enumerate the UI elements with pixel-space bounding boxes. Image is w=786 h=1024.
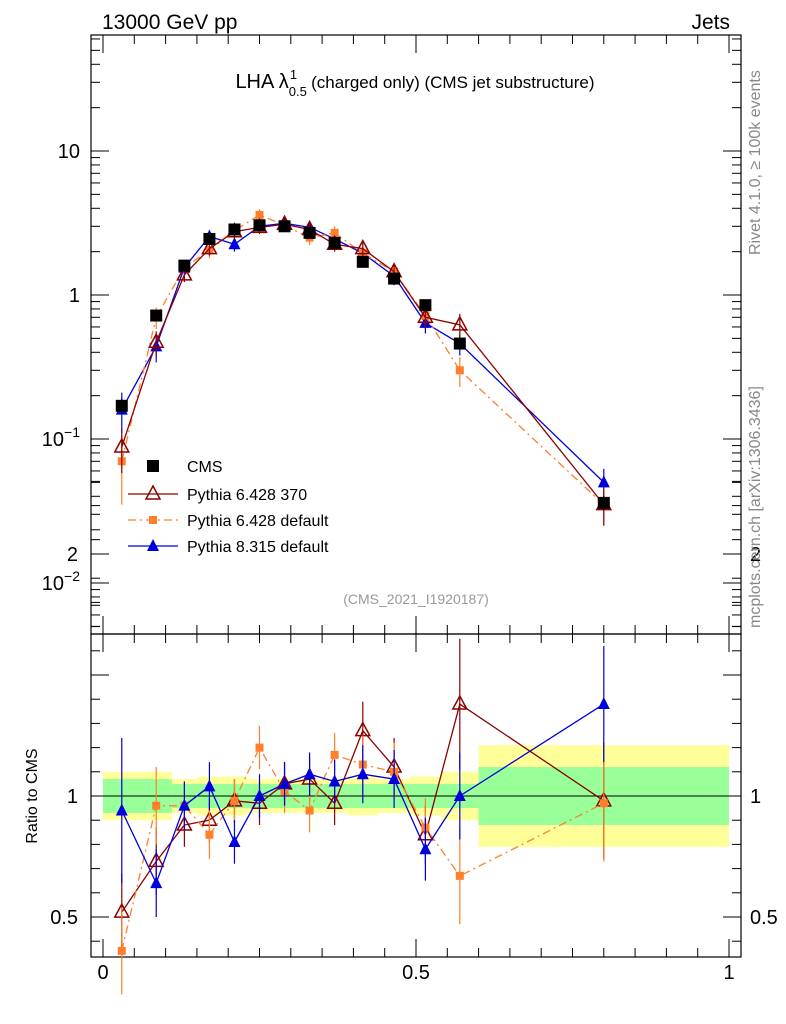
main-plot-marks xyxy=(113,209,613,526)
ratio-point-py8 xyxy=(178,798,191,811)
data-point-py6_370 xyxy=(147,332,165,348)
data-point-cms xyxy=(356,255,369,268)
ratio-point-py6_default xyxy=(117,946,126,955)
data-point-py6_370 xyxy=(417,307,434,324)
data-point-cms xyxy=(150,309,163,322)
data-point-py8 xyxy=(228,237,241,250)
ratio-point-py8 xyxy=(419,842,432,855)
ratio-tick-label-right: 1 xyxy=(750,786,761,808)
x-tick-label: 0 xyxy=(97,962,108,984)
y-tick-label: 10 xyxy=(58,141,80,163)
ratio-point-py6_370 xyxy=(354,721,372,737)
ratio-point-py8 xyxy=(356,767,369,780)
data-point-py6_default xyxy=(330,228,339,237)
data-point-cms xyxy=(303,226,316,239)
chart-title: LHA λ0.5 1 (charged only) (CMS jet substru… xyxy=(235,67,594,99)
title-main: LHA λ xyxy=(235,71,288,93)
data-point-cms xyxy=(228,223,241,236)
ratio-point-py8 xyxy=(597,697,610,710)
ratio-point-py8 xyxy=(278,776,291,789)
ratio-tick-label-right: 2 xyxy=(750,544,761,566)
ratio-point-py6_default xyxy=(599,799,608,808)
ratio-tick-label-right: 0.5 xyxy=(750,907,778,929)
y-tick-label: 10−2 xyxy=(42,568,80,595)
analysis-label: (CMS_2021_I1920187) xyxy=(343,591,489,607)
header-right: Jets xyxy=(691,11,730,34)
data-point-cms xyxy=(203,232,216,245)
data-point-py6_370 xyxy=(451,315,469,331)
rivet-label: Rivet 4.1.0, ≥ 100k events xyxy=(747,70,764,255)
y-tick-label: 1 xyxy=(69,285,80,307)
mcplots-label: mcplots.cern.ch [arXiv:1306.3436] xyxy=(747,386,764,628)
ratio-point-py8 xyxy=(203,779,216,792)
ratio-point-py8 xyxy=(228,834,241,847)
ratio-line-py8 xyxy=(121,703,605,885)
data-point-py6_370 xyxy=(354,239,372,255)
header-left: 13000 GeV pp xyxy=(102,11,237,34)
ratio-point-py6_370 xyxy=(326,793,343,810)
x-tick-label: 0.5 xyxy=(402,962,430,984)
ratio-tick-label: 1 xyxy=(67,786,78,808)
ratio-point-py6_default xyxy=(152,801,161,810)
ratio-point-py8 xyxy=(150,876,163,889)
legend-marker-py6_default xyxy=(149,516,157,524)
ratio-point-py6_default xyxy=(255,743,264,752)
ratio-point-py8 xyxy=(303,767,316,780)
ratio-tick-label: 0.5 xyxy=(50,907,78,929)
x-tick-label: 1 xyxy=(723,962,734,984)
data-point-cms xyxy=(115,399,128,412)
ratio-point-py6_default xyxy=(305,806,314,815)
ratio-point-py8 xyxy=(453,789,466,801)
data-point-cms xyxy=(328,236,341,249)
ratio-point-py6_370 xyxy=(451,694,469,710)
ratio-point-py6_default xyxy=(330,750,339,759)
legend-label-py6_default: Pythia 6.428 default xyxy=(187,513,329,530)
axes: 10−2 10−1 1 10 0.5 0.5 1 1 2 2 0 0.5 1 xyxy=(42,34,778,984)
ratio-point-py6_default xyxy=(205,830,214,839)
data-point-cms xyxy=(178,259,191,272)
legend-label-py6_370: Pythia 6.428 370 xyxy=(187,487,307,504)
ratio-ylabel: Ratio to CMS xyxy=(24,748,41,843)
legend-marker-py6_370 xyxy=(144,484,162,500)
legend-marker-cms xyxy=(147,460,159,472)
data-point-py6_default xyxy=(455,366,464,375)
y-tick-label: 10−1 xyxy=(42,424,80,451)
ratio-tick-label: 2 xyxy=(67,544,78,566)
legend-label-cms: CMS xyxy=(187,459,223,476)
legend: CMS Pythia 6.428 370 Pythia 6.428 default P… xyxy=(128,459,329,556)
data-point-cms xyxy=(419,299,432,312)
legend-marker-py8 xyxy=(147,539,159,551)
legend-label-py8: Pythia 8.315 default xyxy=(187,539,329,556)
data-point-py6_default xyxy=(255,210,264,219)
ratio-point-py8 xyxy=(253,789,266,801)
title-rest: (charged only) (CMS jet substructure) xyxy=(311,73,594,92)
ratio-point-py6_default xyxy=(455,871,464,880)
data-point-py6_370 xyxy=(113,437,131,453)
data-point-cms xyxy=(597,496,610,509)
ratio-point-py8 xyxy=(388,772,401,785)
ratio-point-py6_370 xyxy=(176,815,193,831)
data-point-py6_370 xyxy=(176,265,193,281)
title-sub: 0.5 xyxy=(289,84,307,99)
ratio-point-py8 xyxy=(328,774,341,787)
title-sup: 1 xyxy=(290,67,297,82)
data-point-cms xyxy=(453,337,466,350)
data-point-cms xyxy=(278,220,291,233)
ratio-point-py8 xyxy=(115,803,128,816)
data-point-py8 xyxy=(597,475,610,488)
data-point-cms xyxy=(388,272,401,285)
ratio-plot-marks xyxy=(113,638,613,995)
labels: 13000 GeV pp Jets LHA λ0.5 1 (charged only… xyxy=(24,11,764,844)
ratio-point-py6_default xyxy=(230,796,239,805)
data-point-cms xyxy=(253,219,266,232)
data-point-py6_370 xyxy=(201,239,218,255)
